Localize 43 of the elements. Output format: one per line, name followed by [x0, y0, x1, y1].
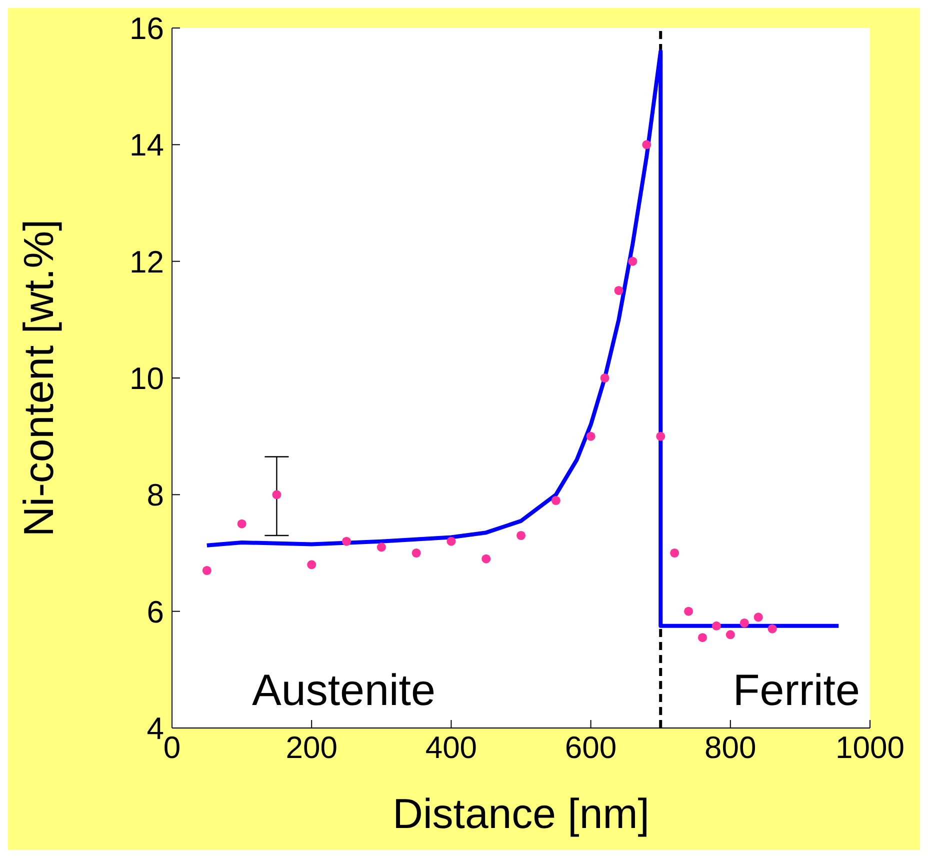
point: [600, 373, 610, 383]
point: [768, 624, 777, 634]
point: [726, 630, 735, 640]
point: [642, 140, 652, 150]
line-series: [204, 49, 841, 628]
y-tick-label: 14: [130, 128, 164, 163]
point: [628, 256, 638, 266]
point: [712, 621, 721, 630]
point: [412, 548, 421, 558]
x-tick-label: 400: [425, 730, 478, 766]
x-tick-label: 600: [564, 730, 617, 766]
point: [446, 536, 456, 546]
point: [614, 286, 624, 296]
point: [754, 612, 763, 622]
point: [740, 618, 749, 628]
y-axis-title: Ni-content [wt.%]: [14, 219, 62, 537]
y-tick-label: 6: [146, 594, 164, 630]
x-tick-label: 1000: [836, 730, 904, 766]
point: [202, 566, 212, 576]
y-tick-label: 12: [130, 244, 164, 280]
point: [684, 606, 694, 616]
point: [551, 496, 560, 506]
point: [307, 560, 316, 570]
point: [698, 633, 707, 642]
point: [342, 536, 352, 546]
x-tick-label: 800: [704, 730, 756, 766]
y-tick-label: 10: [130, 361, 164, 396]
point: [237, 519, 246, 528]
x-tick-label: 0: [163, 730, 181, 766]
point: [516, 530, 526, 540]
annotation: Austenite: [252, 666, 436, 716]
point: [586, 432, 596, 441]
point: [376, 542, 386, 552]
point: [670, 548, 680, 558]
x-axis-title: Distance [nm]: [392, 790, 650, 837]
point: [656, 432, 666, 441]
x-tick-label: 200: [286, 730, 338, 766]
y-tick-label: 8: [146, 478, 164, 513]
point: [272, 490, 282, 500]
annotation: Ferrite: [732, 666, 860, 716]
point: [482, 554, 491, 564]
y-tick-label: 4: [146, 711, 164, 746]
y-tick-label: 16: [130, 11, 164, 46]
